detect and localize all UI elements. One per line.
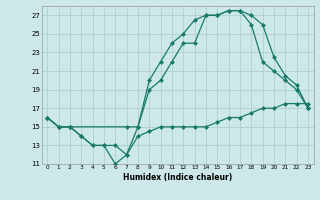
X-axis label: Humidex (Indice chaleur): Humidex (Indice chaleur) <box>123 173 232 182</box>
